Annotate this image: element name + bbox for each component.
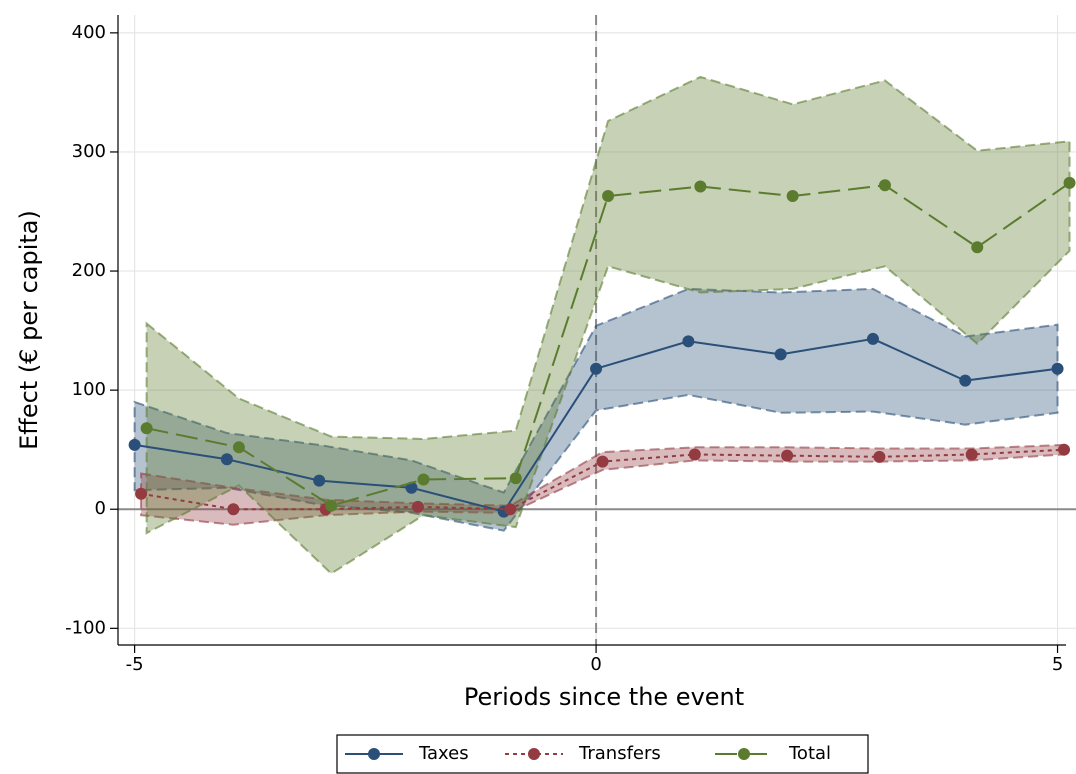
legend-label: Taxes [418, 743, 469, 764]
y-tick-label: 200 [72, 260, 106, 281]
y-tick-label: 0 [95, 498, 106, 519]
point [682, 335, 695, 348]
point [590, 362, 603, 375]
confidence-band [145, 75, 1071, 575]
y-tick-label: 400 [72, 22, 106, 43]
point [227, 503, 240, 516]
x-tick-label: -5 [126, 654, 144, 675]
confidence-band [133, 287, 1059, 532]
point [1058, 443, 1071, 456]
point [959, 374, 972, 387]
point [596, 455, 609, 468]
point [128, 438, 141, 451]
point [786, 190, 799, 203]
legend: Taxes Transfers Total [336, 734, 869, 774]
point [965, 448, 978, 461]
point [411, 500, 424, 513]
point [602, 190, 615, 203]
point [694, 180, 707, 193]
point [135, 487, 148, 500]
point [313, 474, 326, 487]
y-tick-label: -100 [65, 617, 106, 638]
point [774, 348, 787, 361]
point [971, 241, 984, 254]
point [220, 453, 233, 466]
x-axis-label: Periods since the event [464, 683, 744, 711]
x-tick-label: 0 [590, 654, 601, 675]
legend-marker [368, 748, 380, 760]
legend-label: Transfers [578, 743, 661, 764]
point [1063, 176, 1076, 189]
point [1051, 362, 1064, 375]
point [325, 499, 338, 512]
point [873, 450, 886, 463]
point [781, 449, 794, 462]
point [509, 472, 522, 485]
x-tick-label: 5 [1052, 654, 1063, 675]
legend-marker [528, 748, 540, 760]
legend-box [336, 734, 869, 774]
point [405, 481, 418, 494]
point [417, 473, 430, 486]
point [232, 441, 245, 454]
point [688, 448, 701, 461]
legend-marker [738, 748, 750, 760]
y-tick-label: 100 [72, 379, 106, 400]
y-axis-label: Effect (€ per capita) [15, 210, 43, 450]
point [504, 503, 517, 516]
point [878, 179, 891, 192]
point [140, 422, 153, 435]
series-line [146, 182, 1071, 507]
y-tick-label: 300 [72, 141, 106, 162]
point [866, 332, 879, 345]
legend-label: Total [788, 743, 831, 764]
